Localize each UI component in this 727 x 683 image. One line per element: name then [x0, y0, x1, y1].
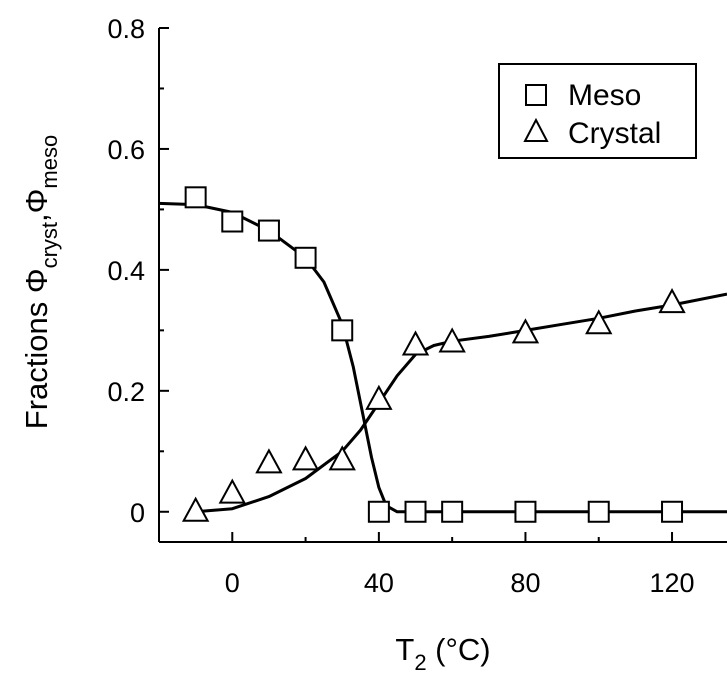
meso-point: [221, 210, 244, 233]
crystal-point: [218, 478, 246, 504]
y-axis-label: Fractions Φcryst,Φmeso: [19, 135, 62, 429]
y-tick-label: 0.2: [107, 377, 145, 407]
y-tick-label: 0.8: [107, 14, 145, 44]
crystal-point: [585, 309, 613, 335]
meso-point: [404, 500, 427, 523]
fit-curve-crystal: [195, 292, 727, 514]
y-tick-label: 0.4: [107, 256, 145, 286]
fit-curves: [158, 201, 727, 514]
meso-point: [587, 500, 610, 523]
x-tick-label: 80: [510, 568, 540, 598]
meso-point: [514, 500, 537, 523]
meso-point: [661, 500, 684, 523]
plot-frame: [158, 28, 727, 543]
meso-point: [441, 500, 464, 523]
legend-meso-label: Meso: [568, 79, 641, 112]
legend-crystal-marker: [523, 117, 549, 142]
crystal-point: [365, 384, 393, 410]
crystal-point: [438, 327, 466, 353]
crystal-point: [401, 330, 430, 356]
y-tick-label: 0.6: [107, 135, 145, 165]
legend-box: [498, 63, 697, 159]
meso-point: [184, 186, 207, 209]
meso-point: [294, 246, 317, 269]
crystal-point: [255, 448, 283, 474]
data-markers: [181, 186, 686, 523]
legend-crystal-label: Crystal: [568, 117, 661, 150]
x-tick-label: 120: [650, 568, 695, 598]
x-axis-label: T2 (°C): [395, 632, 490, 675]
crystal-point: [658, 288, 686, 314]
x-tick-label: 0: [225, 568, 240, 598]
x-axis: 0 40 80 120: [225, 532, 695, 598]
meso-point: [331, 319, 354, 342]
crystal-point: [328, 445, 356, 471]
y-axis: 0 0.2 0.4 0.6 0.8: [107, 14, 169, 528]
legend-meso-marker: [525, 84, 547, 106]
meso-point: [257, 219, 280, 242]
crystal-point: [511, 318, 540, 344]
y-tick-label: 0: [130, 498, 145, 528]
legend: Meso Crystal: [498, 63, 697, 159]
x-tick-label: 40: [364, 568, 394, 598]
fit-curve-meso: [158, 201, 727, 514]
meso-point: [367, 500, 390, 523]
crystal-point: [181, 496, 210, 522]
crystal-point: [291, 445, 320, 471]
